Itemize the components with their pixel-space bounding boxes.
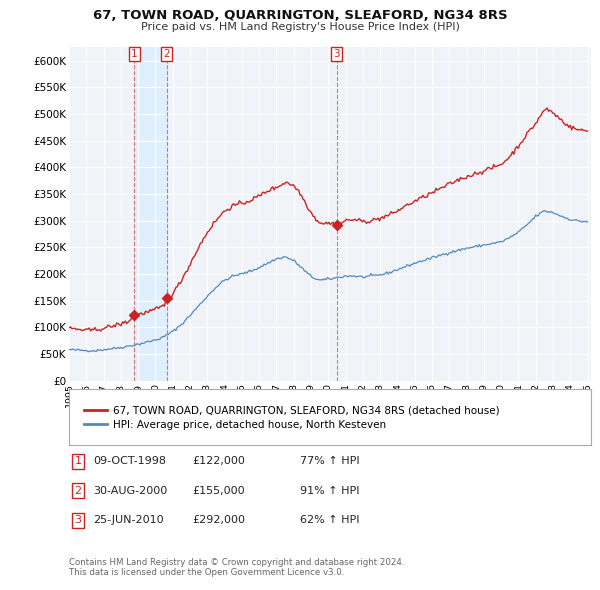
Text: 25-JUN-2010: 25-JUN-2010 bbox=[93, 516, 164, 525]
Legend: 67, TOWN ROAD, QUARRINGTON, SLEAFORD, NG34 8RS (detached house), HPI: Average pr: 67, TOWN ROAD, QUARRINGTON, SLEAFORD, NG… bbox=[79, 401, 503, 434]
Text: 3: 3 bbox=[74, 516, 82, 525]
Text: Contains HM Land Registry data © Crown copyright and database right 2024.
This d: Contains HM Land Registry data © Crown c… bbox=[69, 558, 404, 577]
Text: £155,000: £155,000 bbox=[192, 486, 245, 496]
Text: 30-AUG-2000: 30-AUG-2000 bbox=[93, 486, 167, 496]
Text: 77% ↑ HPI: 77% ↑ HPI bbox=[300, 457, 359, 466]
Text: 91% ↑ HPI: 91% ↑ HPI bbox=[300, 486, 359, 496]
Text: 2: 2 bbox=[74, 486, 82, 496]
Text: 1: 1 bbox=[74, 457, 82, 466]
Text: £292,000: £292,000 bbox=[192, 516, 245, 525]
Text: £122,000: £122,000 bbox=[192, 457, 245, 466]
Text: 09-OCT-1998: 09-OCT-1998 bbox=[93, 457, 166, 466]
Text: 67, TOWN ROAD, QUARRINGTON, SLEAFORD, NG34 8RS: 67, TOWN ROAD, QUARRINGTON, SLEAFORD, NG… bbox=[92, 9, 508, 22]
Text: 62% ↑ HPI: 62% ↑ HPI bbox=[300, 516, 359, 525]
Text: Price paid vs. HM Land Registry's House Price Index (HPI): Price paid vs. HM Land Registry's House … bbox=[140, 22, 460, 32]
Text: 3: 3 bbox=[333, 49, 340, 59]
Bar bbox=[134, 47, 167, 381]
Text: 1: 1 bbox=[131, 49, 137, 59]
Text: 2: 2 bbox=[164, 49, 170, 59]
